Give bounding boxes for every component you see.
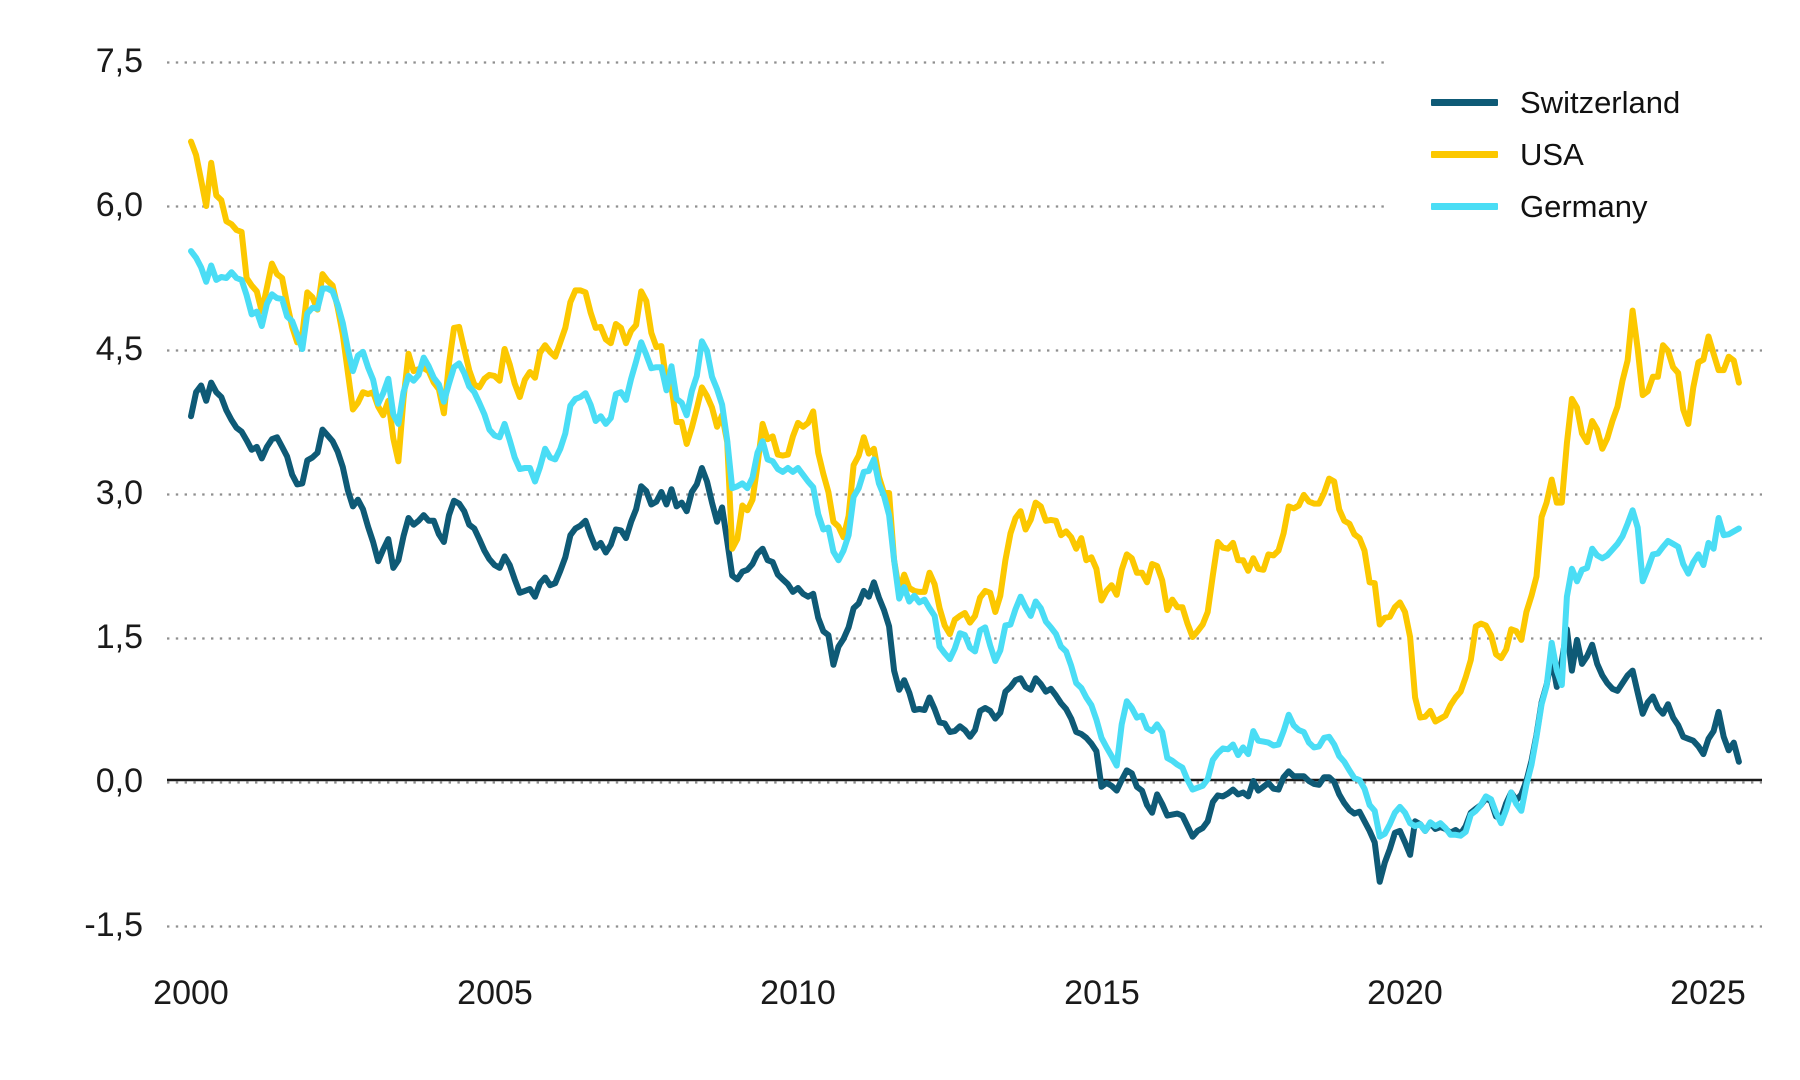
- legend-label: Switzerland: [1520, 84, 1681, 120]
- legend-swatch-switzerland: [1431, 98, 1498, 106]
- y-axis-tick-label: 7,5: [95, 42, 143, 80]
- x-axis-tick-label: 2010: [760, 974, 836, 1012]
- y-axis-tick-label: 0,0: [95, 762, 143, 800]
- legend-item-switzerland: Switzerland: [1431, 76, 1680, 128]
- x-axis-tick-label: 2020: [1367, 974, 1443, 1012]
- legend-item-usa: USA: [1431, 128, 1680, 180]
- x-axis-tick-label: 2000: [153, 974, 229, 1012]
- x-axis-tick-label: 2015: [1064, 974, 1140, 1012]
- legend-swatch-usa: [1431, 150, 1498, 158]
- y-axis-tick-label: 3,0: [95, 474, 143, 512]
- y-axis-tick-label: 4,5: [95, 330, 143, 368]
- y-axis-tick-label: 1,5: [95, 618, 143, 656]
- y-axis-tick-label: -1,5: [84, 906, 143, 944]
- x-axis-tick-label: 2025: [1670, 974, 1746, 1012]
- legend-label: Germany: [1520, 188, 1648, 224]
- legend-label: USA: [1520, 136, 1584, 172]
- y-axis-tick-label: 6,0: [95, 186, 143, 224]
- legend-swatch-germany: [1431, 202, 1498, 210]
- legend: Switzerland USA Germany: [1431, 76, 1680, 232]
- legend-item-germany: Germany: [1431, 180, 1680, 232]
- x-axis-tick-label: 2005: [457, 974, 533, 1012]
